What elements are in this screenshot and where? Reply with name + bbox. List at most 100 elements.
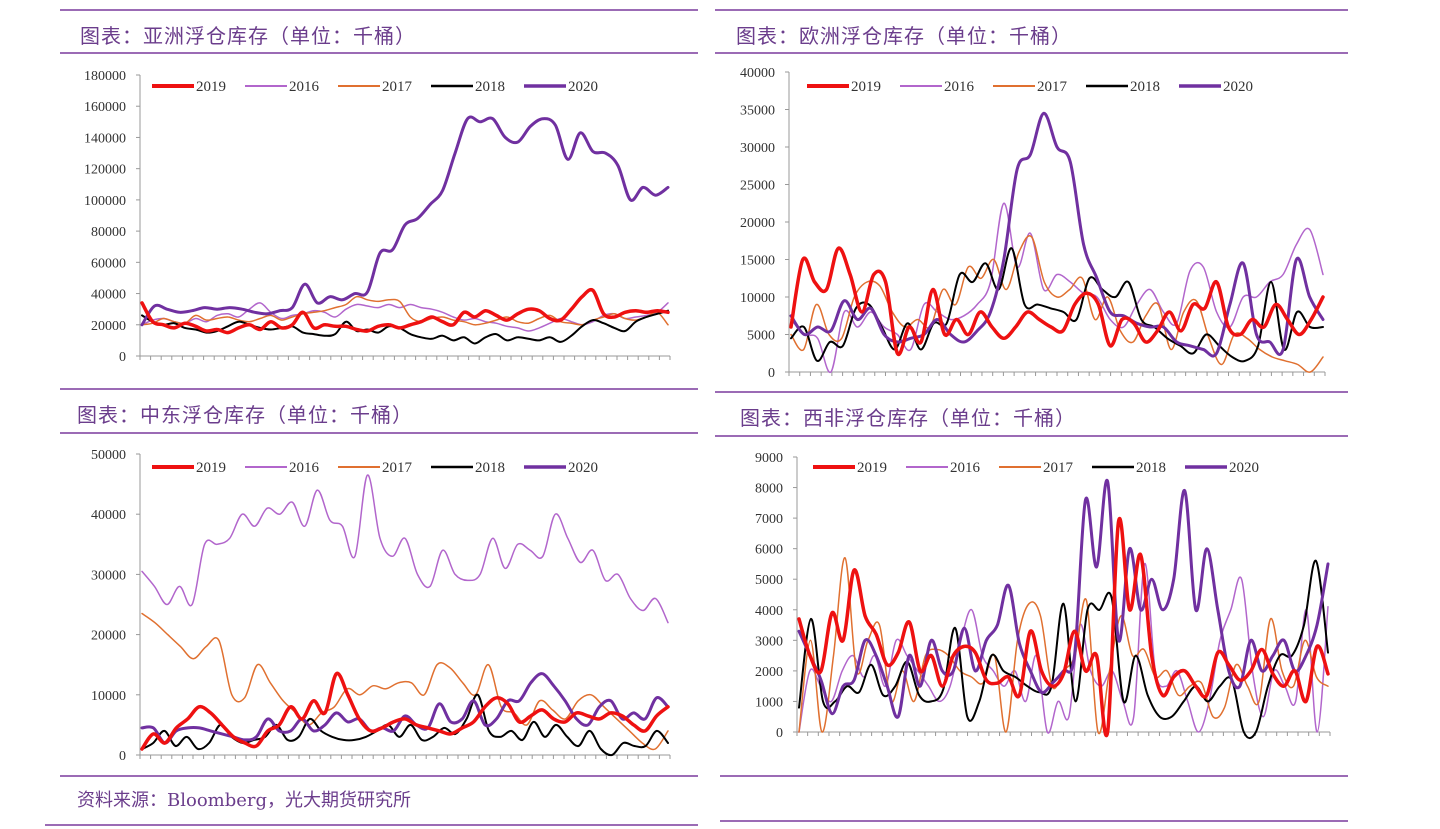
legend-label-2016: 2016: [950, 460, 981, 476]
axes: 0 20000 40000 60000 80000 100000 120000 140000 1…: [84, 69, 671, 365]
chart-title-mideast: 图表：中东浮仓库存（单位：千桶）: [77, 403, 413, 427]
series-lines: [140, 115, 670, 345]
bottom-divider-left: [45, 824, 698, 826]
series-line-2017: [141, 612, 669, 751]
series-line-2017: [790, 235, 1324, 373]
legend-label-2019: 2019: [851, 79, 881, 95]
y-tick-label: 20000: [91, 629, 126, 644]
series-lines: [797, 479, 1330, 740]
y-tick-label: 0: [768, 366, 775, 381]
y-tick-label: 40000: [91, 508, 126, 523]
y-tick-label: 100000: [84, 194, 126, 209]
legend-label-2019: 2019: [857, 460, 887, 476]
y-tick-label: 25000: [740, 179, 775, 194]
y-tick-label: 20000: [740, 216, 775, 231]
legend: 2019 2016 2017 2018 2020: [807, 79, 1253, 95]
axes: 0 5000 10000 15000 20000 25000 30000 35000 40000: [740, 66, 1326, 381]
series-line-2020: [797, 479, 1330, 719]
y-tick-label: 15000: [740, 254, 775, 269]
chart-title-wafrica: 图表：西非浮仓库存（单位：千桶）: [740, 406, 1076, 430]
series-line-2020: [789, 111, 1325, 358]
y-tick-label: 120000: [84, 163, 126, 178]
chart-title-asia: 图表：亚洲浮仓库存（单位：千桶）: [80, 24, 416, 48]
chart-title-europe: 图表：欧洲浮仓库存（单位：千桶）: [736, 24, 1072, 48]
series-line-2017: [141, 295, 669, 326]
y-tick-label: 140000: [84, 131, 126, 146]
footer-divider-left: [60, 775, 698, 777]
title-divider-mideast: [60, 432, 698, 434]
y-tick-label: 5000: [747, 329, 775, 344]
footer-divider-right: [720, 775, 1348, 777]
legend-label-2017: 2017: [382, 460, 413, 476]
title-divider-wafrica: [715, 435, 1348, 437]
series-line-2018: [141, 309, 669, 345]
chart-asia: 0 20000 40000 60000 80000 100000 120000 140000 1…: [84, 69, 671, 365]
legend: 2019 2016 2017 2018 2020: [152, 79, 598, 95]
series-line-2019: [140, 671, 670, 751]
legend-label-2017: 2017: [382, 79, 413, 95]
header-divider-right: [715, 9, 1348, 11]
legend-label-2018: 2018: [475, 460, 505, 476]
title-divider-europe: [715, 52, 1348, 54]
series-line-2016: [141, 474, 669, 624]
y-tick-label: 2000: [755, 665, 783, 680]
y-tick-label: 6000: [755, 543, 783, 558]
y-tick-label: 10000: [91, 689, 126, 704]
series-line-2020: [140, 672, 670, 745]
legend-label-2017: 2017: [1037, 79, 1068, 95]
y-tick-label: 8000: [755, 482, 783, 497]
series-line-2019: [797, 516, 1330, 738]
legend-label-2018: 2018: [1136, 460, 1166, 476]
y-tick-label: 0: [776, 726, 783, 741]
y-tick-label: 30000: [91, 568, 126, 583]
chart-wafrica: 0 1000 2000 3000 4000 5000 6000 7000 8000 9000 201…: [755, 451, 1331, 741]
series-line-2019: [789, 246, 1325, 357]
chart-europe: 0 5000 10000 15000 20000 25000 30000 35000 40000…: [740, 66, 1326, 381]
section-divider-left: [60, 388, 698, 390]
y-tick-label: 30000: [740, 141, 775, 156]
series-lines: [140, 474, 670, 757]
y-tick-label: 0: [119, 749, 126, 764]
y-tick-label: 3000: [755, 634, 783, 649]
series-line-2018: [798, 559, 1329, 740]
legend-label-2020: 2020: [568, 79, 598, 95]
legend-label-2018: 2018: [475, 79, 505, 95]
y-tick-label: 50000: [91, 448, 126, 463]
y-tick-label: 10000: [740, 291, 775, 306]
legend: 2019 2016 2017 2018 2020: [813, 460, 1259, 476]
legend-label-2020: 2020: [568, 460, 598, 476]
y-tick-label: 160000: [84, 100, 126, 115]
series-line-2019: [140, 287, 670, 335]
y-tick-label: 60000: [91, 256, 126, 271]
section-divider-right: [715, 391, 1348, 393]
y-tick-label: 35000: [740, 104, 775, 119]
series-lines: [789, 111, 1325, 373]
legend-label-2016: 2016: [289, 460, 320, 476]
legend-label-2018: 2018: [1130, 79, 1160, 95]
axes: 0 1000 2000 3000 4000 5000 6000 7000 8000 9000: [755, 451, 1331, 741]
y-tick-label: 180000: [84, 69, 126, 84]
legend-label-2016: 2016: [289, 79, 320, 95]
y-tick-label: 80000: [91, 225, 126, 240]
legend-label-2017: 2017: [1043, 460, 1074, 476]
y-tick-label: 40000: [740, 66, 775, 81]
legend-label-2019: 2019: [196, 79, 226, 95]
y-tick-label: 1000: [755, 695, 783, 710]
y-tick-label: 20000: [91, 319, 126, 334]
source-note: 资料来源：Bloomberg，光大期货研究所: [77, 790, 412, 811]
title-divider-asia: [60, 52, 698, 54]
bottom-divider-right: [720, 820, 1348, 822]
y-tick-label: 40000: [91, 288, 126, 303]
y-tick-label: 7000: [755, 512, 783, 527]
series-line-2016: [790, 202, 1324, 373]
legend: 2019 2016 2017 2018 2020: [152, 460, 598, 476]
series-line-2020: [140, 115, 670, 327]
legend-label-2020: 2020: [1223, 79, 1253, 95]
legend-label-2016: 2016: [944, 79, 975, 95]
legend-label-2020: 2020: [1229, 460, 1259, 476]
header-divider-left: [60, 9, 698, 11]
y-tick-label: 0: [119, 350, 126, 365]
y-tick-label: 9000: [755, 451, 783, 466]
y-tick-label: 5000: [755, 573, 783, 588]
